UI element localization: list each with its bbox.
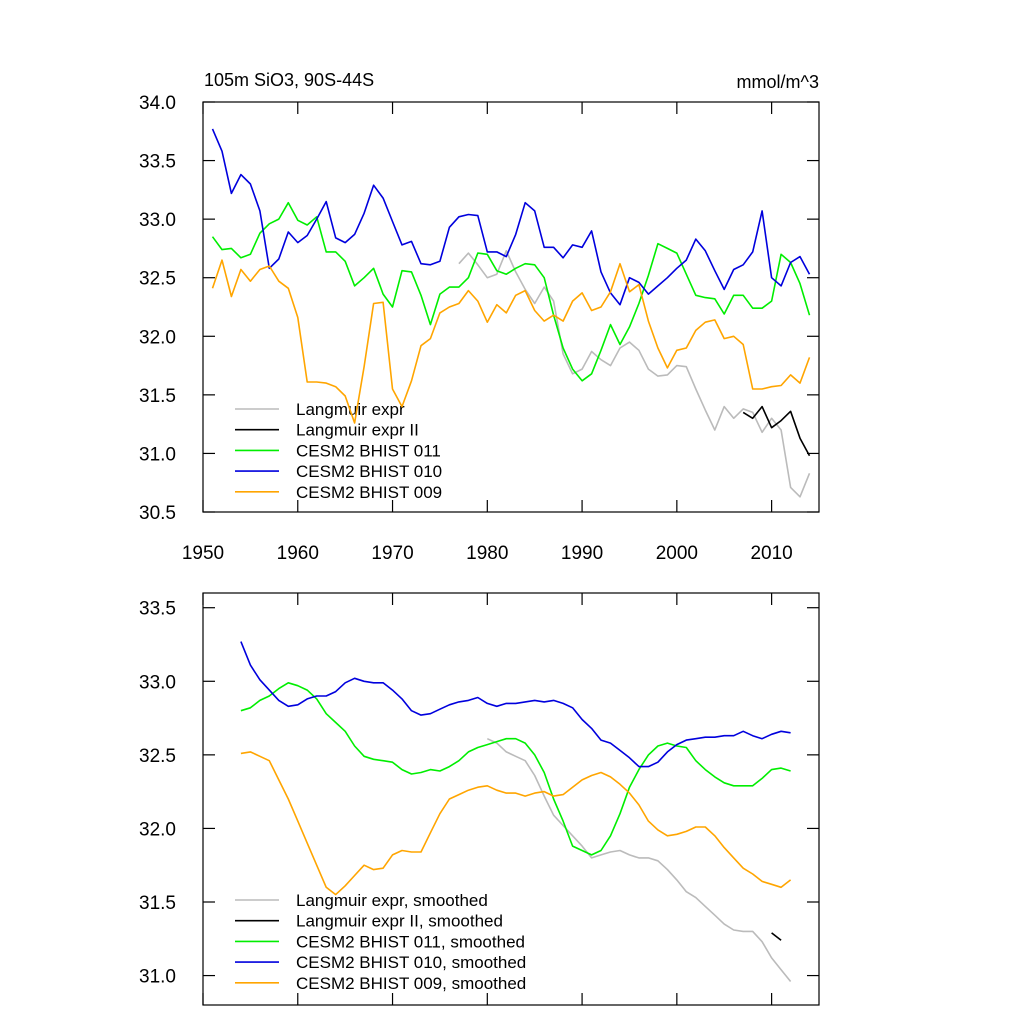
series-line xyxy=(771,932,782,941)
series-line xyxy=(211,259,811,424)
y-tick-label: 34.0 xyxy=(139,93,176,114)
series-line xyxy=(211,128,811,306)
y-tick-label: 31.0 xyxy=(139,444,176,465)
series-line xyxy=(240,751,792,896)
y-tick-label: 31.5 xyxy=(139,893,176,914)
legend-label: Langmuir expr, smoothed xyxy=(296,891,488,910)
plot-frame xyxy=(202,101,820,513)
legend-label: CESM2 BHIST 011 xyxy=(296,441,441,460)
x-tick-label: 2010 xyxy=(750,543,792,564)
y-tick-label: 33.0 xyxy=(139,672,176,693)
y-tick-label: 33.5 xyxy=(139,599,176,620)
y-tick-label: 32.0 xyxy=(139,327,176,348)
x-tick-label: 1970 xyxy=(371,543,413,564)
series-line xyxy=(486,737,792,983)
y-tick-label: 32.5 xyxy=(139,269,176,290)
x-tick-label: 1980 xyxy=(466,543,508,564)
y-tick-label: 31.5 xyxy=(139,386,176,407)
legend-label: CESM2 BHIST 010, smoothed xyxy=(296,953,526,972)
x-tick-label: 2000 xyxy=(656,543,698,564)
x-tick-label: 1990 xyxy=(561,543,603,564)
y-tick-label: 32.5 xyxy=(139,746,176,767)
y-tick-label: 33.5 xyxy=(139,152,176,173)
chart-title: 105m SiO3, 90S-44S xyxy=(204,70,374,90)
legend-label: Langmuir expr II, smoothed xyxy=(296,912,503,931)
series-line xyxy=(240,682,791,856)
series-line xyxy=(211,201,811,382)
y-tick-label: 31.0 xyxy=(139,967,176,988)
y-tick-label: 32.0 xyxy=(139,819,176,840)
legend-label: CESM2 BHIST 009, smoothed xyxy=(296,974,526,993)
units-label: mmol/m^3 xyxy=(737,72,819,92)
legend-label: Langmuir expr II xyxy=(296,421,419,440)
series-line xyxy=(458,250,811,498)
x-tick-label: 1950 xyxy=(182,543,224,564)
plot-frame xyxy=(202,592,820,1006)
series-line xyxy=(240,641,791,768)
legend-label: CESM2 BHIST 010 xyxy=(296,462,442,481)
legend-label: CESM2 BHIST 009 xyxy=(296,483,442,502)
series-line xyxy=(742,405,811,457)
legend-label: CESM2 BHIST 011, smoothed xyxy=(296,932,525,951)
y-tick-label: 30.5 xyxy=(139,503,176,524)
y-tick-label: 33.0 xyxy=(139,210,176,231)
x-tick-label: 1960 xyxy=(277,543,319,564)
